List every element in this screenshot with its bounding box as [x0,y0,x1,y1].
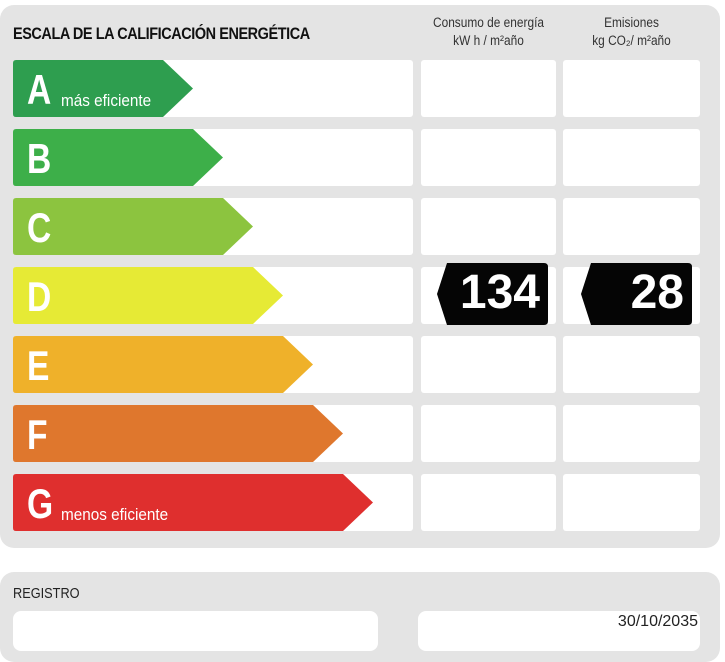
rating-letter: B [27,135,52,182]
consumption-cell [421,129,556,186]
registro-date: 30/10/2035 [617,613,698,630]
registro-date-field: 30/10/2035 [418,611,700,651]
rating-letter: D [27,273,52,320]
emissions-cell [563,336,700,393]
emissions-badge: 28 [581,263,692,325]
rating-arrow-d: D [13,267,283,324]
rating-arrow-g: G menos eficiente [13,474,373,531]
consumption-header: Consumo de energía kW h / m²año [433,15,544,48]
consumption-cell [421,474,556,531]
rating-letter: A [27,66,52,113]
rating-arrow-f: F [13,405,343,462]
emissions-cell [563,60,700,117]
rating-letter: C [27,204,52,251]
emissions-cell [563,198,700,255]
scale-title: ESCALA DE LA CALIFICACIÓN ENERGÉTICA [13,24,310,43]
consumption-cell [421,60,556,117]
registro-field [13,611,378,651]
rating-letter: E [27,342,50,389]
rating-letter: F [27,411,48,458]
consumption-cell [421,198,556,255]
rating-arrow-c: C [13,198,253,255]
emissions-header: Emisiones kg CO₂/ m²año [592,15,671,48]
consumption-cell [421,405,556,462]
emissions-value: 28 [630,266,684,319]
consumption-badge: 134 [437,263,548,325]
emissions-cell [563,129,700,186]
rating-label: menos eficiente [61,505,169,524]
rating-arrow-a: A más eficiente [13,60,193,117]
rating-letter: G [27,480,54,527]
consumption-value: 134 [459,266,540,319]
rating-arrow-b: B [13,129,223,186]
rating-label: más eficiente [61,91,152,110]
emissions-cell [563,405,700,462]
emissions-cell [563,474,700,531]
consumption-cell [421,336,556,393]
registro-label: REGISTRO [13,585,80,602]
rating-arrow-e: E [13,336,313,393]
